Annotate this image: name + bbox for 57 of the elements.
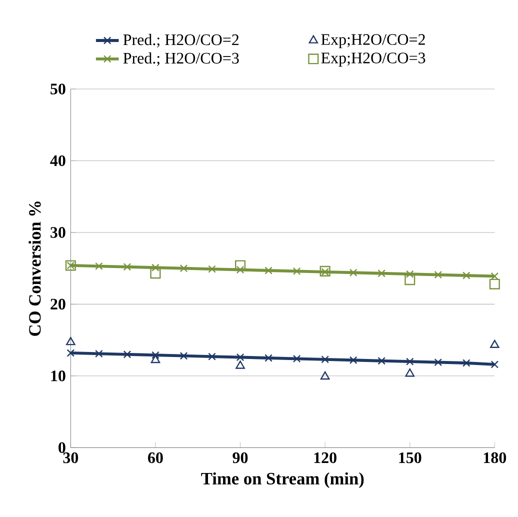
point bbox=[152, 264, 160, 272]
point bbox=[320, 371, 330, 380]
legend-label: Pred.; H2O/CO=2 bbox=[123, 34, 239, 48]
point bbox=[236, 360, 245, 369]
y-axis-title: CO Conversion % bbox=[28, 202, 41, 336]
point bbox=[180, 352, 188, 360]
point bbox=[490, 340, 500, 348]
point bbox=[66, 349, 75, 357]
point bbox=[462, 272, 470, 280]
point bbox=[292, 267, 301, 276]
point bbox=[123, 350, 132, 358]
point bbox=[489, 278, 500, 290]
x-tick-label: 90 bbox=[232, 452, 248, 464]
point bbox=[95, 350, 103, 358]
y-tick-label: 0 bbox=[58, 442, 66, 454]
point bbox=[292, 354, 301, 363]
x-axis-title: Time on Stream (min) bbox=[201, 472, 364, 488]
point bbox=[150, 268, 161, 279]
point bbox=[405, 368, 415, 377]
point bbox=[490, 360, 499, 368]
point bbox=[152, 351, 160, 360]
x-tick-label: 120 bbox=[314, 452, 336, 464]
point bbox=[320, 266, 330, 276]
point bbox=[434, 358, 442, 366]
point bbox=[321, 356, 329, 364]
point bbox=[406, 270, 414, 278]
x-tick-label: 60 bbox=[148, 452, 163, 464]
y-tick-label: 40 bbox=[50, 155, 66, 166]
point bbox=[406, 358, 414, 366]
y-tick-label: 30 bbox=[50, 227, 66, 238]
point bbox=[208, 265, 216, 273]
x-tick-label: 180 bbox=[484, 452, 506, 464]
point bbox=[404, 274, 416, 286]
point bbox=[462, 359, 470, 367]
point bbox=[180, 264, 188, 272]
y-tick-label: 50 bbox=[50, 84, 66, 94]
point bbox=[123, 262, 132, 271]
point bbox=[208, 352, 216, 360]
x-tick-label: 30 bbox=[63, 452, 78, 464]
point bbox=[378, 269, 386, 278]
x-tick-label: 150 bbox=[399, 452, 422, 464]
legend-label: Exp;H2O/CO=2 bbox=[321, 34, 425, 48]
point bbox=[321, 268, 329, 276]
legend-label: Exp;H2O/CO=3 bbox=[321, 52, 426, 67]
y-tick-label: 20 bbox=[50, 298, 66, 310]
point bbox=[95, 262, 103, 270]
point bbox=[236, 266, 244, 274]
point bbox=[264, 266, 272, 274]
point bbox=[236, 353, 244, 362]
legend-label: Pred.; H2O/CO=3 bbox=[123, 52, 239, 66]
point bbox=[349, 356, 358, 364]
point bbox=[66, 336, 76, 346]
point bbox=[434, 270, 442, 279]
point bbox=[378, 356, 386, 365]
y-tick-label: 10 bbox=[51, 370, 66, 382]
point bbox=[264, 354, 272, 362]
point bbox=[349, 268, 358, 277]
